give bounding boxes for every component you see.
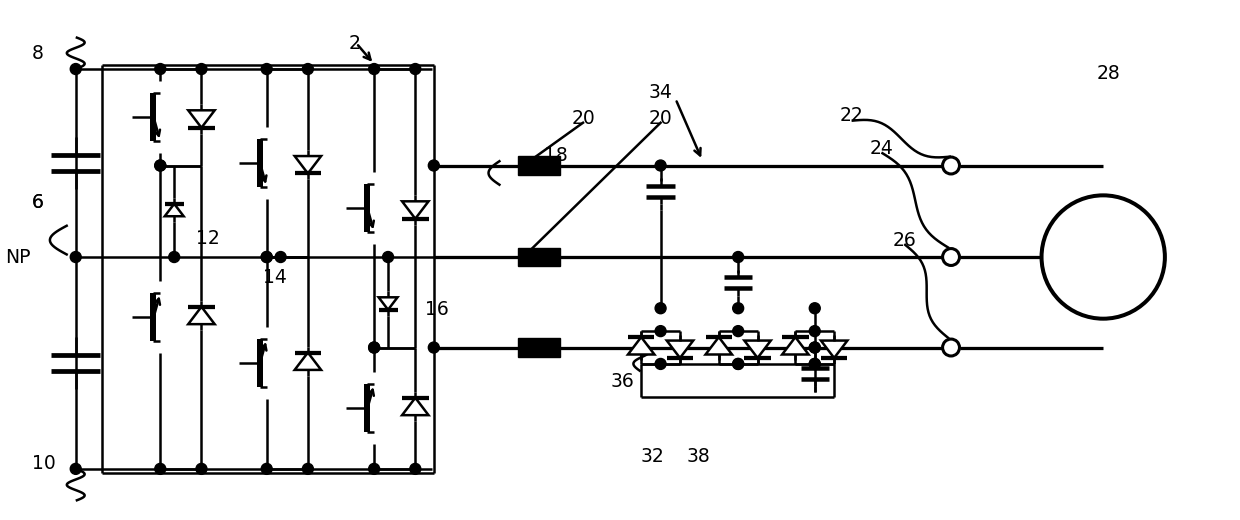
- Text: 14: 14: [263, 268, 286, 288]
- Text: 12: 12: [196, 229, 219, 248]
- Circle shape: [810, 303, 820, 314]
- Text: 38: 38: [687, 447, 711, 466]
- Polygon shape: [667, 341, 693, 358]
- Circle shape: [71, 463, 81, 474]
- Text: 6: 6: [32, 193, 43, 212]
- Bar: [518, 157, 560, 175]
- Circle shape: [155, 463, 166, 474]
- Text: 10: 10: [32, 454, 56, 473]
- Text: 26: 26: [893, 230, 916, 250]
- Circle shape: [655, 160, 666, 171]
- Polygon shape: [706, 337, 732, 355]
- Bar: [518, 248, 560, 266]
- Circle shape: [196, 63, 207, 74]
- Polygon shape: [188, 110, 215, 128]
- Circle shape: [303, 63, 314, 74]
- Circle shape: [262, 63, 272, 74]
- Circle shape: [368, 342, 379, 353]
- Text: 34: 34: [649, 83, 672, 102]
- Text: 32: 32: [641, 447, 665, 466]
- Polygon shape: [627, 337, 655, 355]
- Circle shape: [655, 326, 666, 336]
- Circle shape: [262, 252, 272, 263]
- Polygon shape: [402, 398, 429, 415]
- Text: 20: 20: [572, 109, 595, 128]
- Circle shape: [71, 252, 81, 263]
- Circle shape: [428, 160, 439, 171]
- Circle shape: [275, 252, 286, 263]
- Circle shape: [942, 157, 960, 174]
- Circle shape: [196, 463, 207, 474]
- Circle shape: [169, 252, 180, 263]
- Circle shape: [942, 339, 960, 356]
- Circle shape: [655, 303, 666, 314]
- Polygon shape: [402, 201, 429, 219]
- Circle shape: [810, 358, 820, 369]
- Circle shape: [810, 358, 820, 369]
- Circle shape: [368, 63, 379, 74]
- Text: 18: 18: [544, 146, 568, 165]
- Circle shape: [383, 252, 393, 263]
- Circle shape: [733, 358, 744, 369]
- Circle shape: [303, 463, 314, 474]
- Circle shape: [810, 326, 820, 336]
- Text: NP: NP: [5, 248, 31, 267]
- Circle shape: [733, 358, 744, 369]
- Circle shape: [733, 303, 744, 314]
- Polygon shape: [295, 156, 321, 174]
- Text: 2: 2: [348, 34, 360, 53]
- Text: 8: 8: [32, 44, 43, 62]
- Text: 6: 6: [32, 193, 43, 212]
- Circle shape: [262, 252, 272, 263]
- Circle shape: [810, 342, 820, 353]
- Circle shape: [410, 63, 420, 74]
- Polygon shape: [378, 297, 398, 310]
- Circle shape: [155, 160, 166, 171]
- Text: 22: 22: [839, 106, 863, 125]
- Circle shape: [368, 463, 379, 474]
- Circle shape: [428, 342, 439, 353]
- Polygon shape: [165, 204, 184, 216]
- Circle shape: [655, 358, 666, 369]
- Circle shape: [733, 252, 744, 263]
- Polygon shape: [188, 307, 215, 324]
- Text: 28: 28: [1096, 63, 1120, 83]
- Text: 20: 20: [649, 109, 672, 128]
- Polygon shape: [744, 341, 771, 358]
- Circle shape: [410, 463, 420, 474]
- Polygon shape: [782, 337, 808, 355]
- Circle shape: [71, 63, 81, 74]
- Circle shape: [733, 326, 744, 336]
- Polygon shape: [821, 341, 847, 358]
- Polygon shape: [295, 353, 321, 370]
- Text: 24: 24: [869, 139, 893, 158]
- Circle shape: [1042, 196, 1164, 319]
- Text: 16: 16: [425, 300, 449, 319]
- Circle shape: [155, 160, 166, 171]
- Text: 36: 36: [611, 372, 635, 391]
- Bar: [518, 339, 560, 357]
- Circle shape: [810, 342, 820, 353]
- Circle shape: [262, 463, 272, 474]
- Circle shape: [155, 63, 166, 74]
- Circle shape: [368, 342, 379, 353]
- Circle shape: [942, 249, 960, 266]
